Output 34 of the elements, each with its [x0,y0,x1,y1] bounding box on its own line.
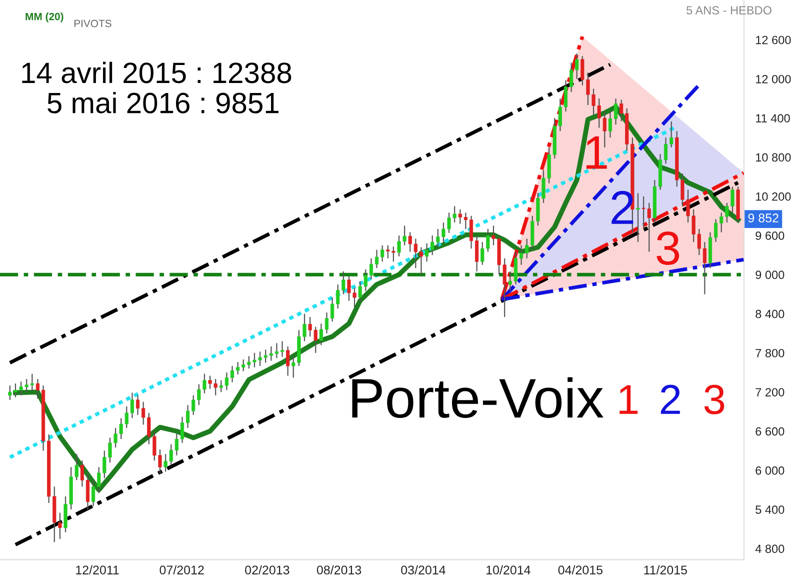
y-tick-label: 10 800 [756,153,791,162]
annotation: Porte-Voix [352,377,604,418]
annotation: 1 [586,136,607,169]
y-tick-label: 10 200 [756,192,791,201]
annotation: 1 [620,385,638,414]
chart-subtitle: 5 ANS - HEBDO [686,6,772,14]
x-tick-label: 03/2014 [401,565,446,574]
y-tick-label: 7 200 [756,388,784,396]
x-tick-label: 11/2015 [644,565,687,574]
annotation: 14 avril 2015 : 12388 [22,62,292,84]
y-tick-label: 9 000 [756,270,784,280]
y-tick-label: 6 600 [756,427,784,436]
annotation: 5 mai 2016 : 9851 [48,92,278,114]
y-tick-label: 4 800 [755,544,784,554]
y-tick-label: 12 000 [756,74,791,84]
y-tick-label: 11 400 [756,114,790,122]
x-tick-label: 12/2011 [76,565,119,574]
annotation: PIVOTS [74,20,112,28]
x-tick-label: 02/2013 [245,565,290,574]
x-tick-label: 07/2012 [160,565,204,574]
x-tick-label: 08/2013 [316,565,362,574]
annotation: 3 [656,232,680,265]
annotation: 3 [704,384,724,414]
y-tick-label: 5 400 [756,506,784,514]
y-tick-label: 7 800 [756,348,784,358]
text: MM (20) [26,12,64,22]
y-tick-label: 8 400 [756,310,784,318]
x-tick-label: 04/2015 [558,565,602,574]
y-tick-label: 6 000 [756,466,784,475]
annotation: 9 852 [748,214,778,222]
annotation: 2 [660,384,680,414]
y-tick-label: 12 600 [756,36,791,44]
x-tick-label: 10/2014 [486,565,530,574]
y-tick-label: 9 600 [756,232,784,240]
